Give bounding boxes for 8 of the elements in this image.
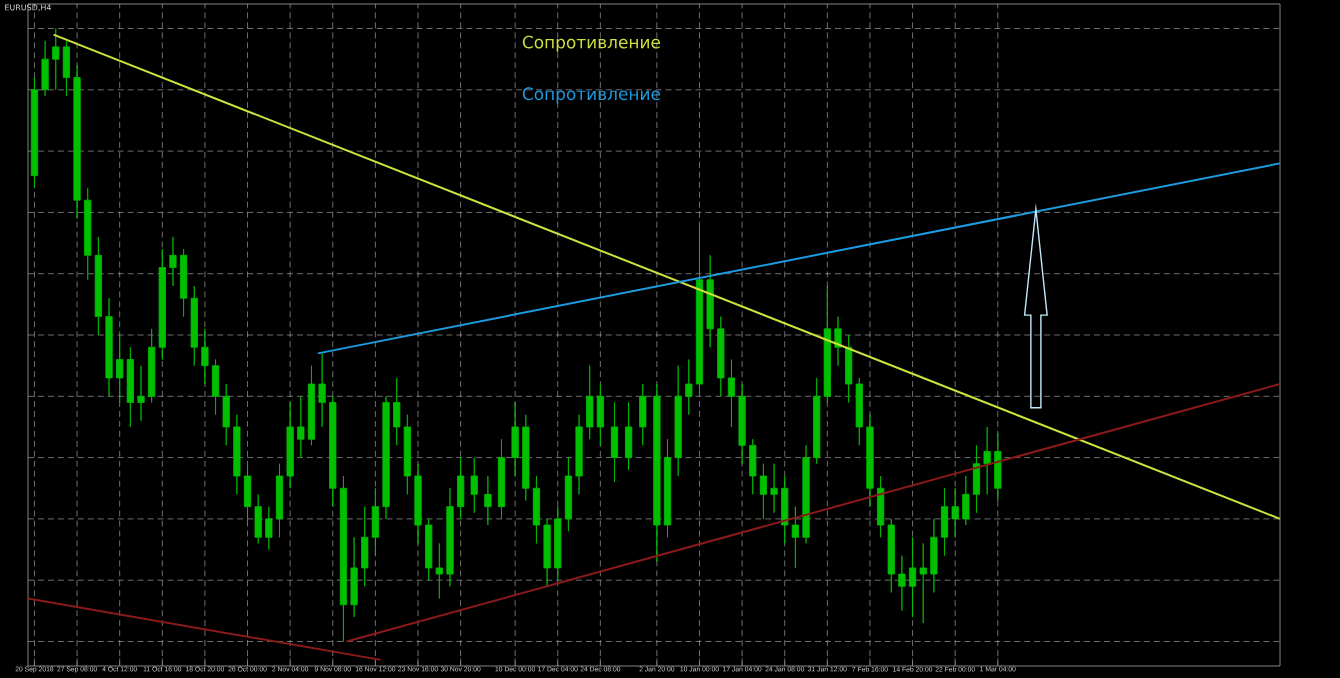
candlestick bbox=[470, 457, 478, 514]
annotation: Сопротивление bbox=[522, 35, 661, 52]
annotation: Сопротивление bbox=[522, 87, 661, 104]
candlestick bbox=[639, 383, 647, 446]
candlestick bbox=[610, 402, 619, 483]
candlestick bbox=[625, 402, 633, 471]
candlestick bbox=[497, 438, 506, 520]
candlestick bbox=[484, 475, 492, 526]
